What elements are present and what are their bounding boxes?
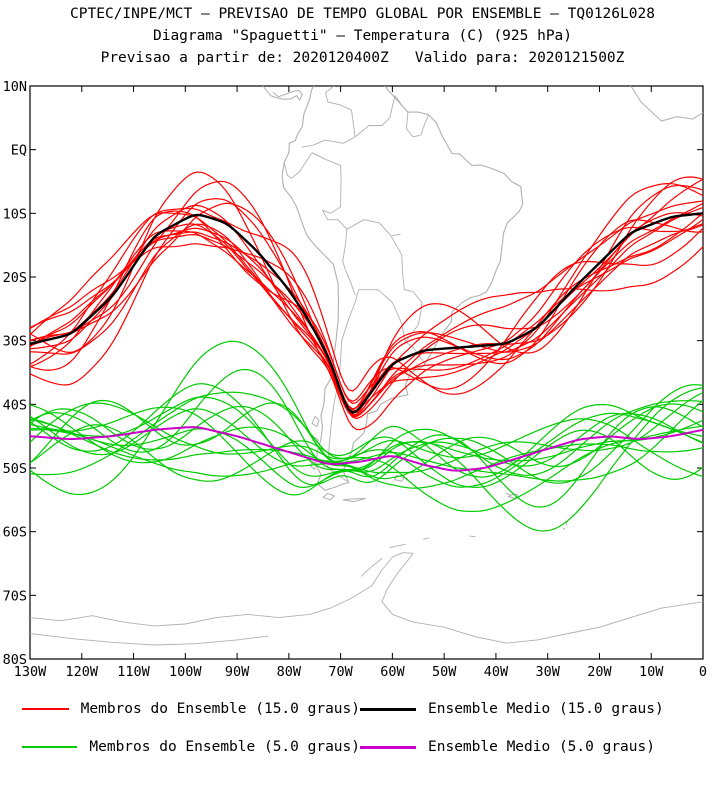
header-line-1: CPTEC/INPE/MCT – PREVISAO DE TEMPO GLOBA… <box>70 6 655 22</box>
coastline-africa <box>629 86 703 122</box>
legend-label-members-15: Membros do Ensemble (15.0 graus) <box>80 701 360 717</box>
ensemble-member-line-5c <box>30 387 703 532</box>
y-tick-label: 50S <box>3 461 27 477</box>
ensemble-member-line-5c <box>30 406 703 496</box>
x-tick-label: 10W <box>639 664 664 678</box>
coastline-island <box>384 81 390 86</box>
x-tick-label: 60W <box>380 664 405 678</box>
x-tick-label: 100W <box>169 664 202 678</box>
legend-item-mean-15: Ensemble Medio (15.0 graus) <box>360 701 720 717</box>
legend-label-mean-15: Ensemble Medio (15.0 graus) <box>428 701 664 717</box>
coastline-antarctica <box>360 557 383 577</box>
chart-header: CPTEC/INPE/MCT – PREVISAO DE TEMPO GLOBA… <box>0 0 725 69</box>
axis-labels: 130W 120W 110W 100W 90W 80W 70W 60W 50W 40W 30W 20W… <box>3 79 707 678</box>
country-border <box>283 161 300 179</box>
y-tick-label: 60S <box>3 525 27 541</box>
y-tick-label: 10N <box>3 79 27 95</box>
x-tick-label: 40W <box>484 664 509 678</box>
y-tick-label: EQ <box>11 143 27 159</box>
legend-item-members-15: Membros do Ensemble (15.0 graus) <box>0 701 360 717</box>
x-tick-label: 80W <box>277 664 302 678</box>
x-tick-label: 70W <box>328 664 353 678</box>
y-tick-label: 20S <box>3 270 27 286</box>
ensemble-member-line-15c <box>30 207 703 395</box>
plot-area: 130W 120W 110W 100W 90W 80W 70W 60W 50W 40W 30W 20W… <box>0 78 725 678</box>
x-tick-label: 110W <box>117 664 150 678</box>
ensemble-mean-line-15c <box>30 212 703 414</box>
legend-swatch-members-15 <box>22 708 69 710</box>
x-tick-label: 50W <box>432 664 457 678</box>
x-tick-label: 30W <box>535 664 560 678</box>
country-border <box>405 111 430 138</box>
coastline-island <box>342 498 366 503</box>
y-tick-label: 30S <box>3 334 27 350</box>
country-border <box>391 95 404 107</box>
coastline-antarctica <box>389 543 406 549</box>
x-tick-label: 0 <box>699 664 707 678</box>
ensemble-member-line-15c <box>30 176 703 416</box>
ensemble-member-line-5c <box>30 383 703 486</box>
ensemble-mean-5c <box>30 426 703 472</box>
y-tick-label: 70S <box>3 588 27 604</box>
ensemble-member-line-5c <box>30 391 703 512</box>
ensemble-members-5c <box>30 340 703 532</box>
country-border <box>354 105 393 138</box>
ensemble-member-line-5c <box>30 368 703 508</box>
legend-row-1: Membros do Ensemble (15.0 graus) Ensembl… <box>0 690 725 728</box>
x-tick-label: 90W <box>225 664 250 678</box>
legend-swatch-mean-5 <box>360 745 416 749</box>
header-line-2: Diagrama "Spaguetti" – Temperatura (C) (… <box>152 28 573 44</box>
country-border <box>342 219 405 291</box>
coastline-island <box>322 493 335 501</box>
coastline-antarctica <box>422 537 430 540</box>
coastline-antarctica <box>30 633 269 646</box>
ensemble-mean-15c <box>30 212 703 414</box>
country-border <box>358 289 426 366</box>
ensemble-member-line-5c <box>30 402 703 488</box>
country-border <box>403 289 423 303</box>
legend-label-mean-5: Ensemble Medio (5.0 graus) <box>428 739 655 755</box>
legend-swatch-mean-15 <box>360 707 416 711</box>
y-tick-label: 80S <box>3 652 27 668</box>
header-line-3: Previsao a partir de: 2020120400Z Valido… <box>100 50 625 66</box>
coastline-central-america <box>262 86 303 101</box>
ensemble-member-line-5c <box>30 340 703 496</box>
country-border <box>342 261 356 296</box>
coastline-antarctica <box>469 535 476 538</box>
coastline-island <box>309 461 318 470</box>
country-border <box>391 233 401 237</box>
x-tick-label: 120W <box>66 664 99 678</box>
ensemble-member-line-15c <box>30 180 703 431</box>
ensemble-member-line-5c <box>30 403 703 478</box>
legend-label-members-5: Membros do Ensemble (5.0 graus) <box>89 739 360 755</box>
coastline-antarctica <box>30 552 703 644</box>
legend-item-members-5: Membros do Ensemble (5.0 graus) <box>0 739 360 755</box>
spaghetti-plot: 130W 120W 110W 100W 90W 80W 70W 60W 50W 40W 30W 20W… <box>3 79 707 678</box>
x-tick-label: 20W <box>587 664 612 678</box>
y-tick-label: 40S <box>3 397 27 413</box>
legend-row-2: Membros do Ensemble (5.0 graus) Ensemble… <box>0 728 725 766</box>
ensemble-mean-line-5c <box>30 426 703 472</box>
legend-swatch-members-5 <box>22 746 78 748</box>
coastline-island <box>394 475 405 482</box>
ensemble-member-line-5c <box>30 391 703 474</box>
coastline-south-america <box>281 86 524 491</box>
country-border <box>322 175 348 230</box>
chart-legend: Membros do Ensemble (15.0 graus) Ensembl… <box>0 690 725 766</box>
x-tick-label: 130W <box>14 664 47 678</box>
ensemble-member-line-5c <box>30 424 703 488</box>
coastline-island <box>562 528 566 530</box>
country-border <box>298 152 342 177</box>
ensemble-member-line-15c <box>30 204 703 410</box>
legend-item-mean-5: Ensemble Medio (5.0 graus) <box>360 739 720 755</box>
y-tick-label: 10S <box>3 206 27 222</box>
coastline-island <box>311 415 320 428</box>
coastline-island <box>505 493 511 496</box>
ensemble-member-line-15c <box>30 210 703 402</box>
